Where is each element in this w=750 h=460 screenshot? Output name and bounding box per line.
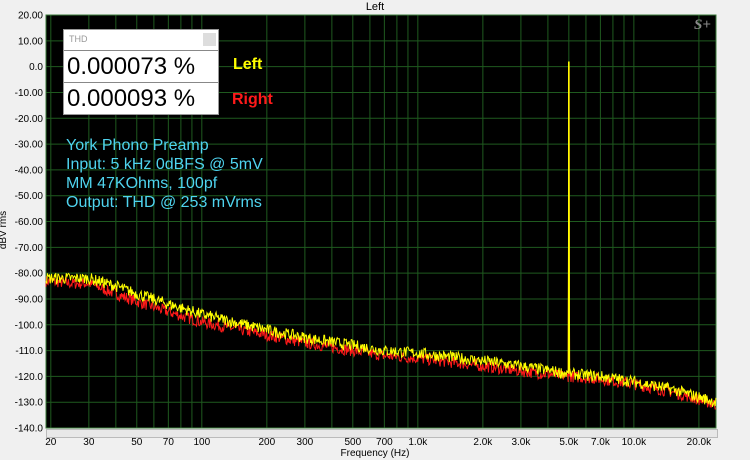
legend-right: Right bbox=[232, 91, 273, 108]
horizontal-scrollbar[interactable] bbox=[46, 429, 718, 438]
x-tick-label: 300 bbox=[297, 437, 314, 448]
y-tick-label: -140.0 bbox=[15, 424, 44, 435]
x-tick-label: 2.0k bbox=[473, 437, 493, 448]
y-tick-label: -20.00 bbox=[15, 114, 44, 125]
y-tick-label: 20.00 bbox=[18, 11, 43, 22]
x-tick-label: 3.0k bbox=[511, 437, 531, 448]
x-tick-label: 20.0k bbox=[687, 437, 712, 448]
y-tick-label: -120.0 bbox=[15, 372, 44, 383]
chart-title: Left bbox=[365, 1, 385, 13]
x-tick-label: 200 bbox=[258, 437, 275, 448]
logo: S+ bbox=[694, 17, 711, 33]
y-tick-label: 10.00 bbox=[18, 36, 43, 47]
legend-left: Left bbox=[233, 56, 263, 73]
x-tick-label: 500 bbox=[344, 437, 361, 448]
x-tick-label: 50 bbox=[131, 437, 143, 448]
x-tick-label: 20 bbox=[45, 437, 57, 448]
x-tick-label: 100 bbox=[193, 437, 210, 448]
y-tick-label: -130.0 bbox=[15, 398, 44, 409]
x-tick-label: 5.0k bbox=[559, 437, 579, 448]
annotation: York Phono Preamp Input: 5 kHz 0dBFS @ 5… bbox=[66, 136, 263, 212]
annotation-line: Output: THD @ 253 mVrms bbox=[66, 194, 262, 211]
y-tick-label: -30.00 bbox=[15, 140, 44, 151]
y-tick-label: -110.0 bbox=[15, 346, 43, 357]
thd-panel: THD 0.000073 % 0.000093 % bbox=[63, 29, 219, 115]
y-tick-label: -90.00 bbox=[15, 294, 44, 305]
x-tick-label: 70 bbox=[163, 437, 175, 448]
y-tick-label: -40.00 bbox=[15, 165, 44, 176]
x-tick-label: 1.0k bbox=[408, 437, 428, 448]
thd-panel-title: THD bbox=[69, 34, 88, 44]
close-icon[interactable] bbox=[203, 33, 216, 46]
y-tick-label: -10.00 bbox=[15, 88, 44, 99]
thd-left-value: 0.000073 % bbox=[64, 51, 218, 83]
thd-right-value: 0.000093 % bbox=[67, 85, 196, 112]
x-tick-label: 30 bbox=[83, 437, 95, 448]
y-tick-label: -50.00 bbox=[15, 191, 44, 202]
x-tick-label: 7.0k bbox=[591, 437, 611, 448]
plot-border bbox=[45, 14, 717, 429]
x-tick-label: 10.0k bbox=[622, 437, 647, 448]
annotation-line: York Phono Preamp bbox=[66, 137, 209, 154]
y-tick-label: -60.00 bbox=[15, 217, 44, 228]
annotation-line: MM 47KOhms, 100pf bbox=[66, 175, 218, 192]
thd-panel-header: THD bbox=[64, 30, 218, 51]
series-line-right bbox=[45, 66, 717, 410]
series-line-left bbox=[45, 61, 717, 407]
x-axis-label: Frequency (Hz) bbox=[340, 448, 410, 459]
y-tick-label: -80.00 bbox=[15, 269, 44, 280]
annotation-line: Input: 5 kHz 0dBFS @ 5mV bbox=[66, 156, 263, 173]
y-tick-label: -100.0 bbox=[15, 320, 44, 331]
y-tick-label: 0.0 bbox=[29, 62, 43, 73]
x-tick-label: 700 bbox=[376, 437, 393, 448]
y-tick-label: -70.00 bbox=[15, 243, 44, 254]
